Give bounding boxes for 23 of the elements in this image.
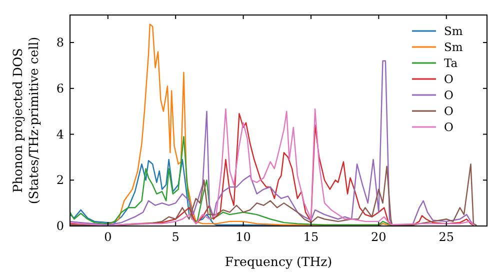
legend-label: Sm xyxy=(444,40,463,54)
y-tick-label: 8 xyxy=(56,36,64,50)
legend-label: O xyxy=(444,72,454,86)
y-tick-label: 4 xyxy=(56,127,64,142)
x-tick-label: 15 xyxy=(303,230,319,244)
x-tick-label: 10 xyxy=(236,230,251,244)
line-series xyxy=(70,60,474,226)
x-tick-label: 25 xyxy=(438,230,454,244)
y-tick-label: 2 xyxy=(56,173,64,188)
line-series xyxy=(70,163,477,226)
legend-label: O xyxy=(444,88,454,102)
x-axis-title: Frequency (THz) xyxy=(224,254,332,269)
x-tick-label: 20 xyxy=(371,230,386,244)
line-series xyxy=(70,136,393,226)
x-tick-label: 5 xyxy=(172,230,180,244)
legend-label: Ta xyxy=(444,56,458,70)
y-axis-title: Phonon projected DOS (States/THz·primitive cell) xyxy=(10,36,41,204)
y-tick-label: 0 xyxy=(56,219,64,233)
legend-label: O xyxy=(444,120,454,134)
x-tick-label: 0 xyxy=(104,230,112,244)
legend-label: O xyxy=(444,104,454,118)
legend-label: Sm xyxy=(444,24,463,38)
y-tick-label: 6 xyxy=(56,81,64,96)
